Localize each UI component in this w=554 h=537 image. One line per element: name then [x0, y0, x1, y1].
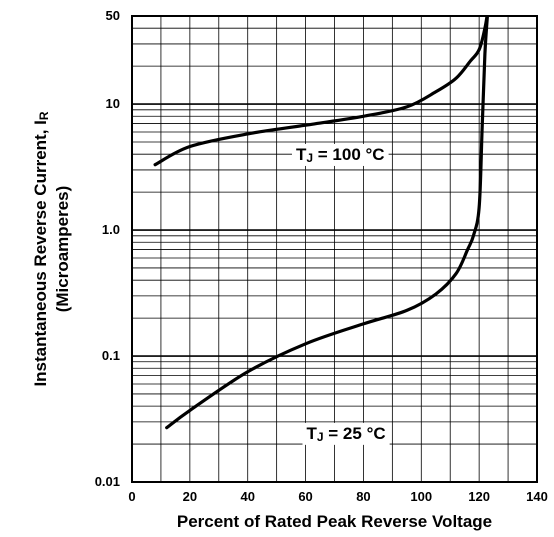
y-tick-label: 10	[106, 96, 120, 111]
y-tick-label: 50	[106, 8, 120, 23]
x-tick-label: 40	[240, 489, 254, 504]
y-axis-sublabel: (Microamperes)	[53, 186, 72, 313]
curve-label-2: TJ = 25 °C	[302, 422, 390, 445]
x-tick-label: 100	[410, 489, 432, 504]
x-tick-label: 80	[356, 489, 370, 504]
grid-minor-lines	[132, 15, 537, 482]
series-line-2	[165, 16, 490, 430]
y-tick-labels: 0.01 0.1 1.0 10 50	[95, 8, 120, 489]
curve-label-background	[302, 422, 390, 445]
y-tick-label: 1.0	[102, 222, 120, 237]
plot-frame	[131, 15, 538, 483]
curves-layer	[153, 16, 490, 430]
y-tick-label: 0.1	[102, 348, 120, 363]
annotation-layer: TJ = 100 °C TJ = 25 °C	[291, 143, 390, 445]
curve-label-text: TJ = 25 °C	[306, 424, 385, 444]
x-tick-label: 20	[183, 489, 197, 504]
y-axis-label: Instantaneous Reverse Current, IR	[31, 111, 51, 386]
y-tick-label: 0.01	[95, 474, 120, 489]
x-tick-label: 120	[468, 489, 490, 504]
curve-label-text: TJ = 100 °C	[296, 145, 385, 165]
curve-label-background	[291, 143, 389, 166]
x-tick-labels: 0 20 40 60 80 100 120 140	[128, 489, 547, 504]
x-axis-label: Percent of Rated Peak Reverse Voltage	[177, 512, 492, 531]
x-tick-label: 140	[526, 489, 548, 504]
x-tick-label: 60	[298, 489, 312, 504]
x-tick-label: 0	[128, 489, 135, 504]
series-line-1	[153, 16, 489, 167]
curve-label-1: TJ = 100 °C	[291, 143, 389, 166]
